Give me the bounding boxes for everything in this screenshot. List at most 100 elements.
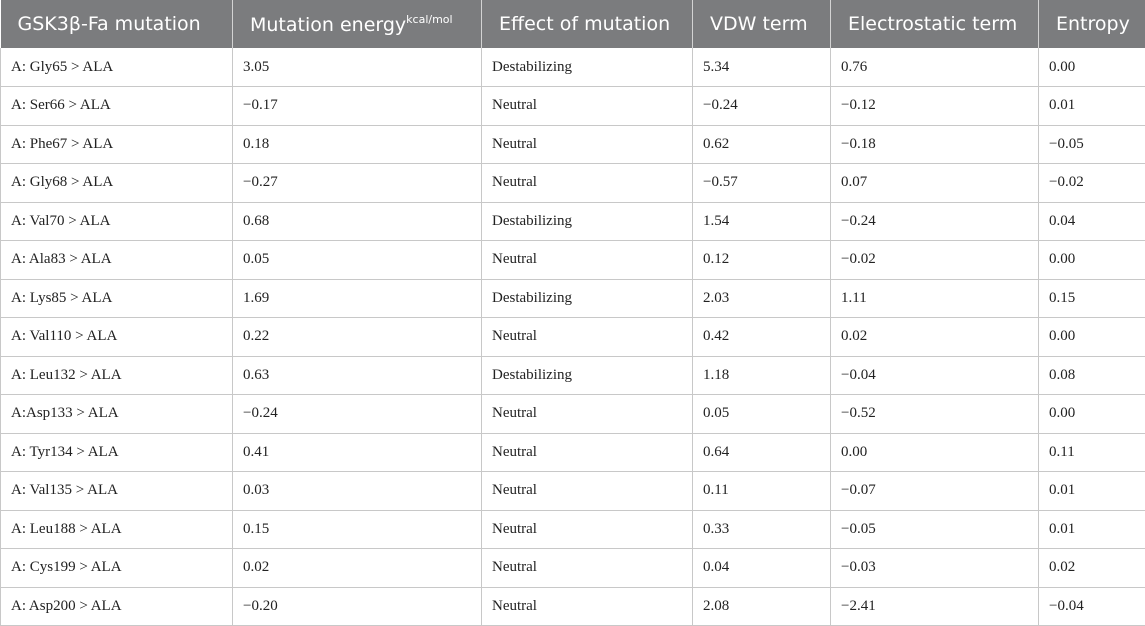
cell-mutation: A: Lys85 > ALA xyxy=(0,279,233,318)
cell-mutation: A: Phe67 > ALA xyxy=(0,125,233,164)
table-header: GSK3β-Fa mutation Mutation energykcal/mo… xyxy=(0,0,1145,48)
cell-vdw-term: 1.54 xyxy=(692,202,831,241)
cell-effect: Neutral xyxy=(481,317,693,357)
cell-mutation: A:Asp133 > ALA xyxy=(0,394,233,434)
cell-mutation-energy: −0.17 xyxy=(232,86,482,126)
cell-mutation-energy: 0.41 xyxy=(232,433,482,472)
header-row: GSK3β-Fa mutation Mutation energykcal/mo… xyxy=(0,0,1145,48)
cell-electrostatic-term: 0.02 xyxy=(830,317,1039,357)
cell-entropy: 0.11 xyxy=(1038,433,1145,472)
cell-entropy: 0.00 xyxy=(1038,394,1145,434)
cell-effect: Destabilizing xyxy=(481,202,693,241)
cell-effect: Neutral xyxy=(481,163,693,203)
cell-entropy: 0.01 xyxy=(1038,86,1145,126)
header-mutation-energy: Mutation energykcal/mol xyxy=(232,0,482,48)
cell-mutation-energy: 1.69 xyxy=(232,279,482,318)
table-row: A: Leu188 > ALA 0.15 Neutral 0.33 −0.05 0.01 xyxy=(0,510,1145,549)
cell-vdw-term: 0.42 xyxy=(692,317,831,357)
cell-vdw-term: −0.24 xyxy=(692,86,831,126)
table-row: A: Val135 > ALA 0.03 Neutral 0.11 −0.07 0.01 xyxy=(0,471,1145,511)
cell-entropy: 0.01 xyxy=(1038,471,1145,511)
cell-entropy: 0.04 xyxy=(1038,202,1145,241)
cell-vdw-term: 0.04 xyxy=(692,548,831,588)
cell-electrostatic-term: 0.76 xyxy=(830,48,1039,87)
cell-entropy: 0.08 xyxy=(1038,356,1145,395)
table-body: A: Gly65 > ALA 3.05 Destabilizing 5.34 0.76 0… xyxy=(0,48,1145,626)
cell-mutation-energy: 0.03 xyxy=(232,471,482,511)
table-row: A: Leu132 > ALA 0.63 Destabilizing 1.18 −0.0… xyxy=(0,356,1145,395)
cell-entropy: 0.00 xyxy=(1038,48,1145,87)
cell-vdw-term: 0.62 xyxy=(692,125,831,164)
table-row: A:Asp133 > ALA −0.24 Neutral 0.05 −0.52 0.00 xyxy=(0,394,1145,434)
cell-electrostatic-term: −0.24 xyxy=(830,202,1039,241)
cell-mutation-energy: 0.22 xyxy=(232,317,482,357)
cell-mutation: A: Val110 > ALA xyxy=(0,317,233,357)
cell-entropy: 0.00 xyxy=(1038,240,1145,280)
table-row: A: Tyr134 > ALA 0.41 Neutral 0.64 0.00 0.11 xyxy=(0,433,1145,472)
cell-entropy: 0.00 xyxy=(1038,317,1145,357)
cell-electrostatic-term: −2.41 xyxy=(830,587,1039,626)
cell-vdw-term: 0.33 xyxy=(692,510,831,549)
cell-mutation-energy: 0.05 xyxy=(232,240,482,280)
cell-mutation-energy: 0.15 xyxy=(232,510,482,549)
cell-mutation: A: Val70 > ALA xyxy=(0,202,233,241)
cell-entropy: 0.15 xyxy=(1038,279,1145,318)
table-row: A: Ala83 > ALA 0.05 Neutral 0.12 −0.02 0.00 xyxy=(0,240,1145,280)
cell-electrostatic-term: 0.07 xyxy=(830,163,1039,203)
cell-mutation-energy: −0.24 xyxy=(232,394,482,434)
cell-electrostatic-term: 1.11 xyxy=(830,279,1039,318)
cell-effect: Neutral xyxy=(481,240,693,280)
cell-electrostatic-term: −0.04 xyxy=(830,356,1039,395)
table-row: A: Cys199 > ALA 0.02 Neutral 0.04 −0.03 0.02 xyxy=(0,548,1145,588)
cell-entropy: −0.05 xyxy=(1038,125,1145,164)
cell-mutation: A: Leu188 > ALA xyxy=(0,510,233,549)
cell-entropy: 0.02 xyxy=(1038,548,1145,588)
cell-electrostatic-term: −0.05 xyxy=(830,510,1039,549)
cell-effect: Neutral xyxy=(481,125,693,164)
cell-effect: Neutral xyxy=(481,86,693,126)
cell-vdw-term: 2.03 xyxy=(692,279,831,318)
cell-mutation-energy: 0.63 xyxy=(232,356,482,395)
cell-electrostatic-term: −0.07 xyxy=(830,471,1039,511)
table-row: A: Gly68 > ALA −0.27 Neutral −0.57 0.07 −0.02 xyxy=(0,163,1145,203)
cell-entropy: −0.04 xyxy=(1038,587,1145,626)
cell-effect: Destabilizing xyxy=(481,48,693,87)
cell-entropy: −0.02 xyxy=(1038,163,1145,203)
cell-electrostatic-term: −0.02 xyxy=(830,240,1039,280)
cell-mutation-energy: 0.18 xyxy=(232,125,482,164)
header-mutation: GSK3β-Fa mutation xyxy=(0,0,233,48)
energy-unit: kcal/mol xyxy=(406,12,453,26)
cell-effect: Destabilizing xyxy=(481,279,693,318)
cell-vdw-term: 2.08 xyxy=(692,587,831,626)
cell-mutation-energy: 0.02 xyxy=(232,548,482,588)
cell-effect: Neutral xyxy=(481,510,693,549)
cell-mutation-energy: −0.20 xyxy=(232,587,482,626)
header-entropy: Entropy xyxy=(1038,0,1145,48)
cell-mutation: A: Gly65 > ALA xyxy=(0,48,233,87)
cell-mutation: A: Asp200 > ALA xyxy=(0,587,233,626)
table-row: A: Phe67 > ALA 0.18 Neutral 0.62 −0.18 −0.05 xyxy=(0,125,1145,164)
cell-electrostatic-term: −0.52 xyxy=(830,394,1039,434)
cell-mutation: A: Cys199 > ALA xyxy=(0,548,233,588)
cell-effect: Neutral xyxy=(481,587,693,626)
cell-vdw-term: −0.57 xyxy=(692,163,831,203)
cell-entropy: 0.01 xyxy=(1038,510,1145,549)
cell-effect: Neutral xyxy=(481,548,693,588)
cell-vdw-term: 0.64 xyxy=(692,433,831,472)
cell-mutation: A: Gly68 > ALA xyxy=(0,163,233,203)
table-row: A: Gly65 > ALA 3.05 Destabilizing 5.34 0.76 0… xyxy=(0,48,1145,87)
cell-electrostatic-term: −0.12 xyxy=(830,86,1039,126)
cell-mutation: A: Ser66 > ALA xyxy=(0,86,233,126)
table-row: A: Ser66 > ALA −0.17 Neutral −0.24 −0.12 0.01 xyxy=(0,86,1145,126)
cell-effect: Neutral xyxy=(481,471,693,511)
cell-vdw-term: 1.18 xyxy=(692,356,831,395)
cell-mutation-energy: 0.68 xyxy=(232,202,482,241)
cell-mutation-energy: 3.05 xyxy=(232,48,482,87)
cell-mutation-energy: −0.27 xyxy=(232,163,482,203)
header-effect: Effect of mutation xyxy=(481,0,693,48)
header-electrostatic-term: Electrostatic term xyxy=(830,0,1039,48)
header-mutation-energy-label: Mutation energy xyxy=(250,13,407,36)
cell-electrostatic-term: 0.00 xyxy=(830,433,1039,472)
cell-electrostatic-term: −0.18 xyxy=(830,125,1039,164)
